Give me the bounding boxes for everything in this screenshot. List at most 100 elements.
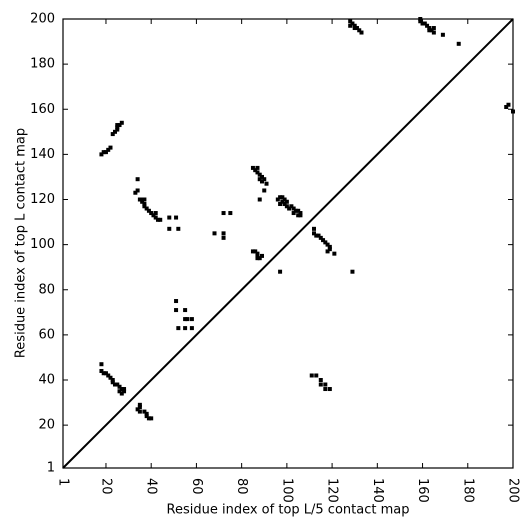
contact-point [221,235,226,240]
x-tick-label: 100 [279,478,294,503]
contact-point [350,269,355,274]
contact-point [255,170,260,175]
x-tick-label: 20 [98,478,113,495]
contact-point [314,233,319,238]
contact-point [144,414,149,419]
contact-point [431,26,436,31]
contact-point [113,129,118,134]
contact-point [253,168,258,173]
contact-point [117,384,122,389]
y-tick-label: 180 [30,57,55,72]
contact-point [264,181,269,186]
y-tick-label: 20 [38,418,55,433]
contact-point [137,402,142,407]
contact-point [425,23,430,28]
contact-point [115,125,120,130]
contact-point [293,208,298,213]
contact-point [183,317,188,322]
contact-point [255,165,260,170]
contact-point [174,299,179,304]
contact-point [255,256,260,261]
contact-point [323,387,328,392]
contact-point [298,213,303,218]
plot-frame [62,18,514,469]
contact-point [352,23,357,28]
contact-point [119,391,124,396]
contact-point [106,373,111,378]
contact-point [511,109,515,114]
contact-point [323,240,328,245]
contact-point [278,202,283,207]
contact-point [101,371,106,376]
contact-point [153,211,158,216]
contact-point [144,411,149,416]
x-tick-label: 1 [56,478,71,486]
contact-point [117,389,122,394]
contact-point [309,373,314,378]
contact-point [228,211,233,216]
contact-point [275,197,280,202]
contact-point [418,19,423,24]
contact-point [456,41,461,46]
contact-point [151,213,156,218]
contact-point [278,195,283,200]
contact-point [119,387,124,392]
contact-point [140,197,145,202]
y-tick-label: 160 [30,102,55,117]
contact-point [158,217,163,222]
x-tick-label: 120 [325,478,340,503]
contact-point [140,199,145,204]
x-tick-label: 40 [144,478,159,495]
y-axis-label: Residue index of top L contact map [14,128,29,358]
contact-point [359,30,364,35]
contact-point [149,416,154,421]
contact-point [259,174,264,179]
contact-point [318,235,323,240]
contact-point [312,226,317,231]
contact-point [259,253,264,258]
contact-point [327,247,332,252]
contact-point [348,23,353,28]
y-tick-label: 40 [38,373,55,388]
contact-point [110,132,115,137]
contact-point [174,215,179,220]
contact-point [354,26,359,31]
contact-point [257,256,262,261]
y-tick-label: 100 [30,237,55,252]
contact-point [318,378,323,383]
contact-point [280,195,285,200]
contact-point [318,382,323,387]
contact-point [137,409,142,414]
y-tick-label: 1 [47,461,55,476]
contact-point [420,21,425,26]
contact-point [312,231,317,236]
contact-point [101,150,106,155]
contact-point [108,145,113,150]
contact-point [115,127,120,132]
contact-point [352,26,357,31]
contact-point [153,215,158,220]
contact-point [325,249,330,254]
contact-point [323,382,328,387]
contact-point [321,238,326,243]
contact-point [440,32,445,37]
contact-point [282,197,287,202]
y-tick-label: 60 [38,327,55,342]
contact-point [122,387,127,392]
contact-point [115,382,120,387]
contact-point [167,226,172,231]
contact-point [110,378,115,383]
contact-point [422,21,427,26]
contact-point [504,104,509,109]
contact-point [137,197,142,202]
contact-point [418,17,423,21]
contact-point [135,177,140,182]
contact-point [284,199,289,204]
contact-point [316,233,321,238]
contact-point [183,326,188,331]
contact-point [110,380,115,385]
contact-point [99,368,104,373]
contact-point [185,317,190,322]
